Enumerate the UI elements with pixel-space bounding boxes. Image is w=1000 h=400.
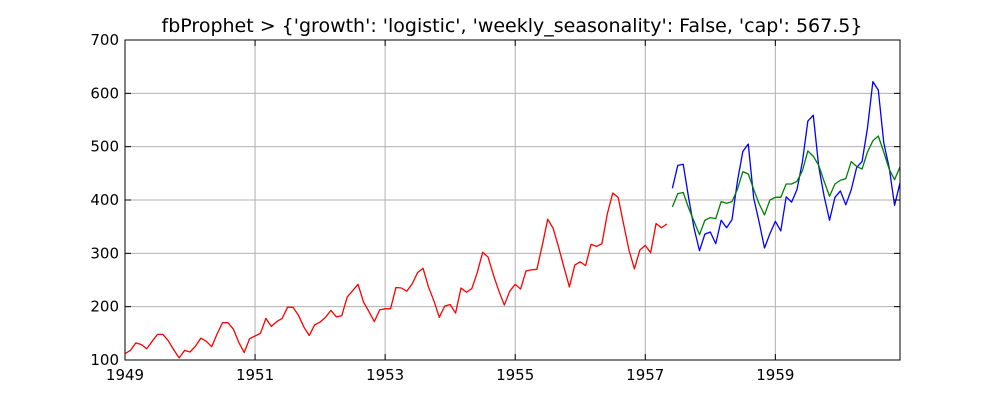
- actual-series-line: [124, 192, 668, 359]
- x-tick-label: 1957: [626, 366, 664, 384]
- x-tick-label: 1951: [236, 366, 274, 384]
- y-tick-label: 300: [90, 244, 119, 262]
- forecast-series-line: [671, 135, 901, 236]
- y-tick-label: 100: [90, 351, 119, 369]
- x-tick-label: 1955: [496, 366, 534, 384]
- y-tick-label: 500: [90, 138, 119, 156]
- grid: [124, 39, 900, 361]
- x-tick-label: 1953: [366, 366, 404, 384]
- y-tick-label: 600: [90, 84, 119, 102]
- series-group: [124, 80, 901, 359]
- y-tick-label: 200: [90, 298, 119, 316]
- ticks: 1949 1951 1953 1955 1957 1959 100 200 300 400 500 6…: [90, 31, 900, 384]
- x-tick-label: 1949: [106, 366, 144, 384]
- x-tick-label: 1959: [756, 366, 794, 384]
- chart-title: fbProphet > {'growth': 'logistic', 'week…: [162, 15, 863, 37]
- test-series-line: [671, 80, 901, 252]
- y-tick-label: 700: [90, 31, 119, 49]
- y-tick-label: 400: [90, 191, 119, 209]
